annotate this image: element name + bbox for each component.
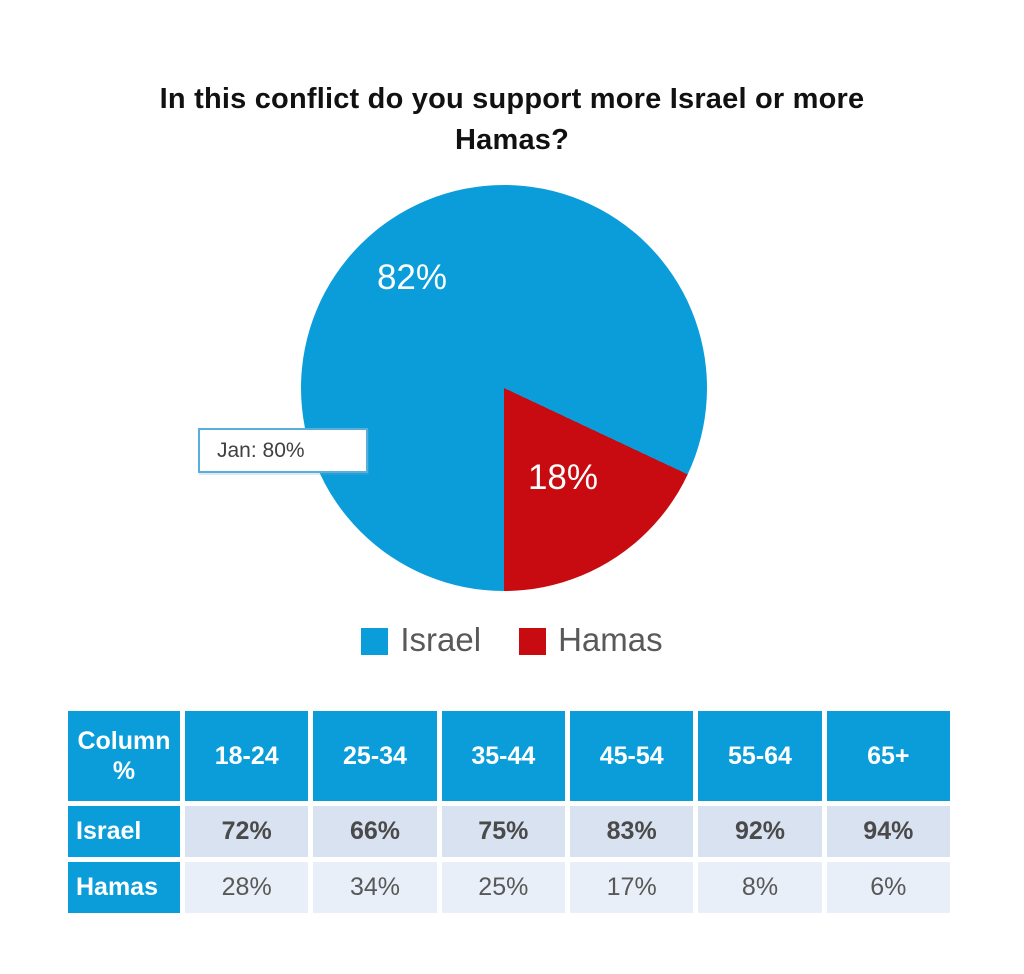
table-cell-hamas-45-54: 17%	[570, 862, 694, 913]
table-row-label-israel: Israel	[68, 806, 180, 857]
table-cell-hamas-25-34: 34%	[313, 862, 437, 913]
table-header-45-54: 45-54	[570, 711, 694, 801]
callout-jan-80: Jan: 80%	[198, 428, 368, 473]
table-cell-israel-25-34: 66%	[313, 806, 437, 857]
hamas-swatch-icon	[519, 628, 547, 655]
table-header-65plus: 65+	[826, 711, 950, 801]
legend: Israel Hamas	[0, 621, 1024, 659]
table-cell-hamas-55-64: 8%	[698, 862, 822, 913]
table-header-25-34: 25-34	[313, 711, 437, 801]
chart-title-line1: In this conflict do you support more Isr…	[159, 83, 865, 115]
table-header-corner: Column %	[68, 711, 180, 801]
table-header-35-44: 35-44	[441, 711, 565, 801]
pie-slice-label-israel: 82%	[376, 258, 448, 297]
table-cell-israel-35-44: 75%	[441, 806, 565, 857]
table-header-18-24: 18-24	[185, 711, 309, 801]
pie-chart	[301, 185, 707, 591]
legend-item-israel: Israel	[361, 621, 481, 659]
table-cell-israel-18-24: 72%	[185, 806, 309, 857]
table-cell-israel-55-64: 92%	[698, 806, 822, 857]
table-cell-hamas-18-24: 28%	[185, 862, 309, 913]
table-cell-hamas-35-44: 25%	[441, 862, 565, 913]
table-cell-israel-45-54: 83%	[570, 806, 694, 857]
pie-slice-label-hamas: 18%	[527, 458, 599, 497]
table-cell-israel-65plus: 94%	[826, 806, 950, 857]
israel-swatch-icon	[361, 628, 389, 655]
table-row-label-hamas: Hamas	[68, 862, 180, 913]
chart-title-line2: Hamas?	[454, 124, 570, 156]
age-breakdown-table: Column % 18-24 25-34 35-44 45-54 55-64 6…	[68, 711, 950, 913]
table-cell-hamas-65plus: 6%	[826, 862, 950, 913]
legend-label-israel: Israel	[400, 621, 482, 658]
legend-item-hamas: Hamas	[519, 621, 663, 659]
table-header-55-64: 55-64	[698, 711, 822, 801]
chart-title: In this conflict do you support more Isr…	[0, 79, 1024, 161]
callout-text: Jan: 80%	[217, 438, 305, 462]
legend-label-hamas: Hamas	[558, 621, 663, 658]
